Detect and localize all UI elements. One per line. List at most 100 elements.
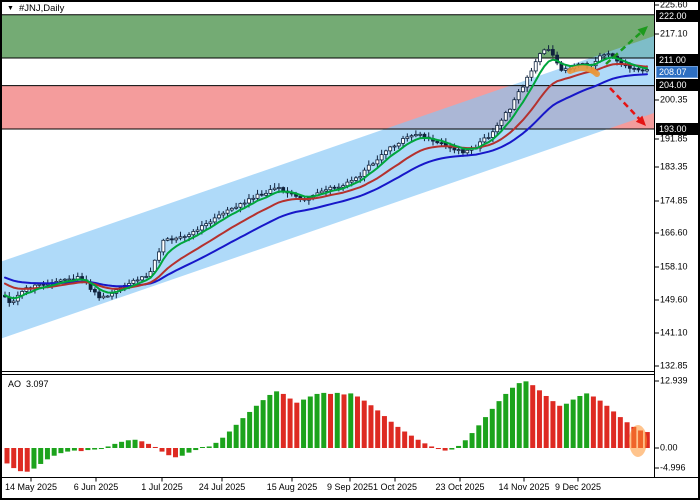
ao-bar <box>496 401 502 448</box>
ao-bar <box>341 394 347 448</box>
ao-tick-label: -4.996 <box>660 462 686 473</box>
time-axis-label: 15 Aug 2025 <box>266 482 318 492</box>
ao-bar <box>321 392 327 448</box>
ao-bar <box>328 393 334 448</box>
ao-bar <box>11 448 17 469</box>
ao-bar <box>388 421 394 448</box>
ao-bar <box>85 448 91 451</box>
slow-ma-line <box>4 73 648 288</box>
current-price-badge: 208.07 <box>656 65 698 78</box>
time-axis-label: 23 Oct 2025 <box>435 482 485 492</box>
ao-bar <box>449 448 455 450</box>
ao-bar <box>65 448 71 452</box>
ao-bar <box>584 393 590 448</box>
ao-bar <box>415 439 421 448</box>
ao-bar <box>523 381 529 448</box>
ao-bar <box>570 399 576 448</box>
time-axis-label: 14 May 2025 <box>4 482 58 492</box>
ao-highlight-ellipse[interactable] <box>629 425 647 457</box>
ao-bar <box>644 432 650 448</box>
ao-bar <box>483 417 489 448</box>
ao-bar <box>51 448 57 456</box>
ao-bar <box>146 443 152 448</box>
ao-bar <box>307 396 313 448</box>
ao-bar <box>240 418 246 448</box>
ao-bar <box>159 448 165 452</box>
ao-bar <box>381 416 387 448</box>
ao-bar <box>563 403 569 448</box>
ao-bar <box>31 448 37 469</box>
ao-bar <box>260 400 266 448</box>
ao-bar <box>280 393 286 448</box>
ao-name: AO <box>8 379 22 389</box>
symbol-title: #JNJ,Daily <box>18 3 65 14</box>
ao-bar <box>348 393 354 448</box>
level-price-badge: 193.00 <box>656 122 698 135</box>
ao-bar <box>334 392 340 448</box>
bullish-target-arrow[interactable] <box>605 30 643 65</box>
ao-bar <box>38 448 44 464</box>
ao-bar <box>624 422 630 448</box>
ao-tick-label: 12.939 <box>660 375 688 386</box>
ao-bar <box>402 431 408 448</box>
ao-indicator-pane <box>4 381 650 472</box>
ao-bar <box>469 433 475 448</box>
time-axis-label: 6 Jun 2025 <box>73 482 119 492</box>
ao-bar <box>24 448 30 472</box>
annotations <box>567 26 648 126</box>
ao-bar <box>510 387 515 448</box>
price-tick-label: 217.10 <box>660 28 688 39</box>
price-tick-label: 191.85 <box>660 133 688 144</box>
time-axis-label: 1 Oct 2025 <box>372 482 418 492</box>
ao-bar <box>543 395 549 448</box>
ao-bar <box>536 390 542 448</box>
price-tick-label: 149.60 <box>660 294 688 305</box>
dropdown-arrow-icon[interactable]: ▼ <box>7 5 14 12</box>
ao-bar <box>71 448 77 451</box>
ao-bar <box>442 448 448 451</box>
ao-bar <box>17 448 23 472</box>
symbol-title-bar[interactable]: ▼ #JNJ,Daily <box>7 3 64 15</box>
ao-bar <box>253 405 259 448</box>
ao-bar <box>395 426 401 448</box>
price-tick-label: 183.35 <box>660 161 688 172</box>
price-tick-label: 158.10 <box>660 261 688 272</box>
ao-bar <box>294 402 300 448</box>
ao-bar <box>604 405 610 448</box>
ao-bar <box>435 448 441 450</box>
ao-indicator-label: AO 3.097 <box>8 379 49 389</box>
medium-ma-line <box>4 63 648 290</box>
ao-bar <box>139 441 145 448</box>
ao-bar <box>375 410 381 448</box>
main-price-pane[interactable] <box>0 14 654 339</box>
ao-bar <box>301 399 307 448</box>
price-tick-label: 200.35 <box>660 94 688 105</box>
price-tick-label: 225.60 <box>660 0 688 10</box>
ao-bar <box>597 400 603 448</box>
trend-channel[interactable] <box>0 36 654 339</box>
level-price-badge: 222.00 <box>656 10 698 22</box>
ao-bar <box>112 443 118 448</box>
ao-bar <box>489 408 495 448</box>
level-price-badge: 211.00 <box>656 54 698 66</box>
ao-bar <box>199 447 205 448</box>
price-tick-label: 166.60 <box>660 227 688 238</box>
ao-bar <box>617 417 623 448</box>
ao-bar <box>611 411 617 448</box>
ao-bar <box>516 383 522 448</box>
ao-bar <box>220 437 226 448</box>
ao-bar <box>173 448 178 458</box>
bearish-target-arrow[interactable] <box>609 87 642 122</box>
ao-bar <box>422 443 428 448</box>
ao-bar <box>247 411 253 448</box>
ao-bar <box>105 446 111 448</box>
ao-bar <box>166 448 172 456</box>
time-axis-label: 14 Nov 2025 <box>498 482 550 492</box>
ao-bar <box>577 395 583 448</box>
ao-bar <box>456 445 462 448</box>
ao-bar <box>462 440 468 448</box>
ao-bar <box>287 398 293 448</box>
